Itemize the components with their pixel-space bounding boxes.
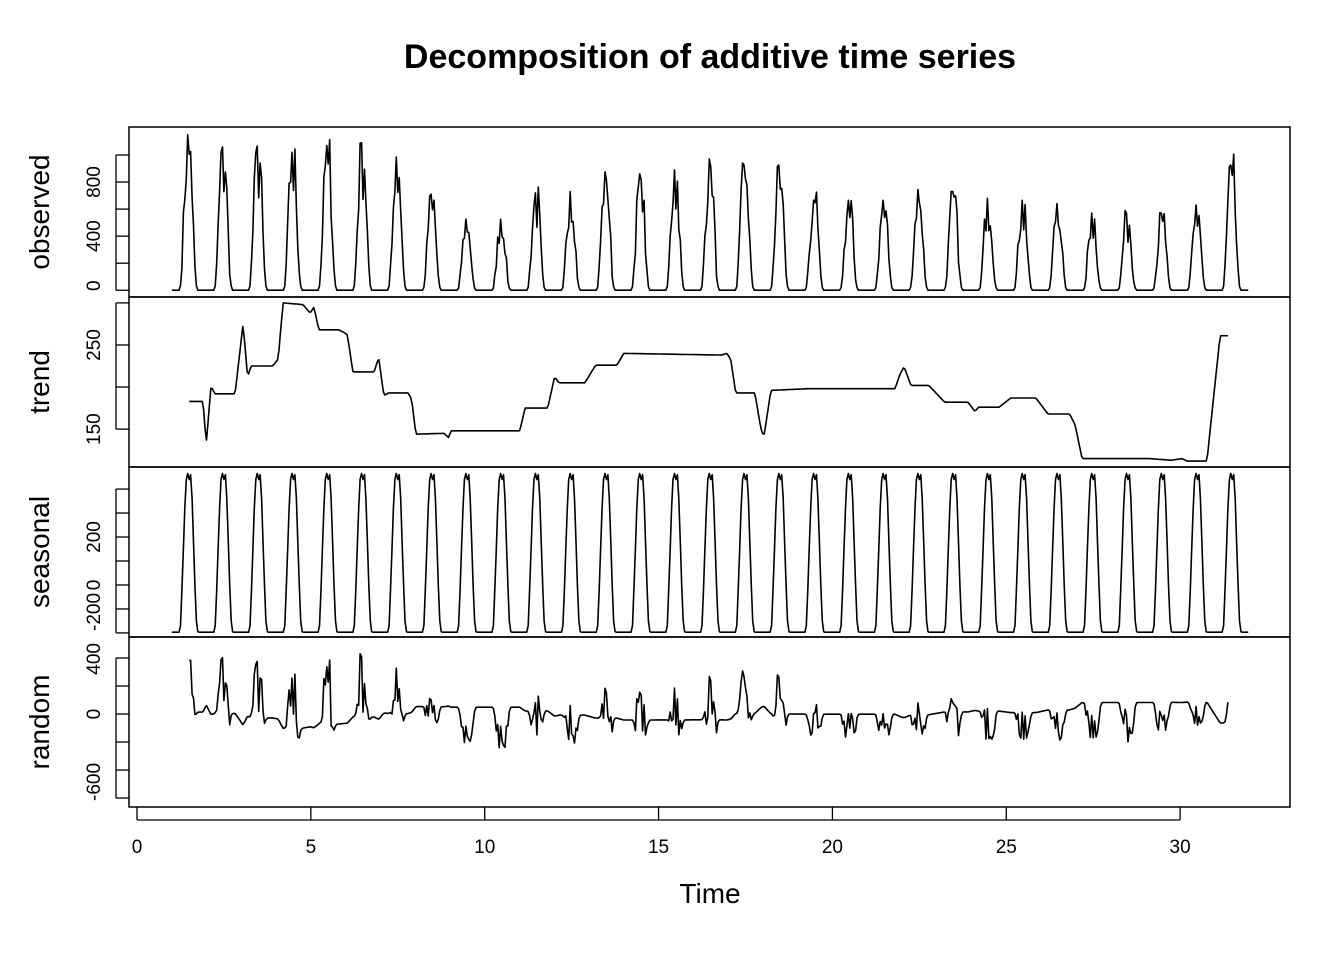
random-y-tick-label: 400 bbox=[84, 643, 105, 675]
trend-y-axis: 150 250 bbox=[84, 302, 129, 445]
chart-title: Decomposition of additive time series bbox=[404, 38, 1016, 76]
x-tick-label: 20 bbox=[822, 837, 843, 858]
observed-panel-frame bbox=[128, 126, 1291, 298]
observed-series-line bbox=[171, 133, 1249, 291]
x-tick-label: 30 bbox=[1170, 837, 1191, 858]
panel-observed: 0 400 800 observed bbox=[24, 126, 1291, 298]
random-y-axis-label: random bbox=[24, 675, 55, 770]
x-tick-label: 15 bbox=[648, 837, 669, 858]
trend-y-tick-label: 150 bbox=[84, 413, 105, 445]
trend-series-line bbox=[189, 302, 1228, 462]
observed-y-axis-label: observed bbox=[24, 154, 55, 269]
observed-y-tick-label: 800 bbox=[84, 166, 105, 198]
seasonal-y-axis: -200 0 200 bbox=[84, 488, 129, 634]
panel-seasonal: -200 0 200 seasonal bbox=[24, 466, 1291, 638]
x-tick-label: 0 bbox=[132, 837, 143, 858]
random-panel-frame bbox=[128, 636, 1291, 808]
x-tick-label: 5 bbox=[306, 837, 317, 858]
x-tick-label: 25 bbox=[996, 837, 1017, 858]
x-axis-label: Time bbox=[679, 878, 740, 909]
random-y-axis: -600 0 400 bbox=[84, 643, 129, 801]
seasonal-y-tick-label: 200 bbox=[84, 521, 105, 553]
random-y-tick-label: 0 bbox=[84, 709, 105, 720]
random-y-tick-label: -600 bbox=[84, 763, 105, 801]
seasonal-y-axis-label: seasonal bbox=[24, 496, 55, 608]
seasonal-y-tick-label: -200 bbox=[84, 593, 105, 631]
trend-panel-frame bbox=[128, 296, 1291, 468]
observed-y-tick-label: 0 bbox=[84, 280, 105, 291]
x-axis: 0 5 10 15 20 25 30 bbox=[132, 807, 1191, 858]
seasonal-panel-frame bbox=[128, 466, 1291, 638]
seasonal-y-tick-label: 0 bbox=[84, 580, 105, 591]
trend-y-tick-label: 250 bbox=[84, 329, 105, 361]
random-series-line bbox=[189, 653, 1229, 749]
seasonal-series-line bbox=[171, 472, 1249, 633]
observed-y-axis: 0 400 800 bbox=[84, 154, 129, 291]
panel-trend: 150 250 trend bbox=[24, 296, 1291, 468]
panel-random: -600 0 400 random bbox=[24, 636, 1291, 808]
x-tick-label: 10 bbox=[474, 837, 495, 858]
observed-y-tick-label: 400 bbox=[84, 220, 105, 252]
trend-y-axis-label: trend bbox=[24, 350, 55, 414]
panels: 0 400 800 observed 150 250 trend -200 0 200 season… bbox=[24, 126, 1291, 808]
